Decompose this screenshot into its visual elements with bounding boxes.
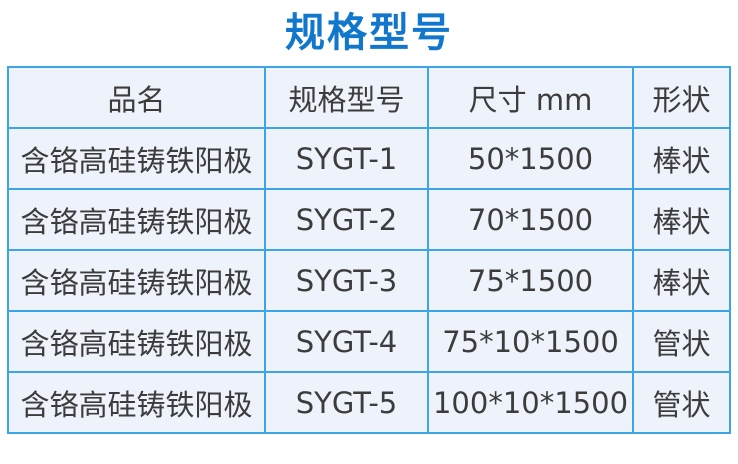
- table-row: 含铬高硅铸铁阳极 SYGT-2 70*1500 棒状: [7, 188, 731, 251]
- table-cell: SYGT-4: [264, 310, 429, 373]
- column-header-size-mm: 尺寸 mm: [427, 66, 634, 129]
- table-cell: 含铬高硅铸铁阳极: [7, 371, 266, 434]
- table-row: 含铬高硅铸铁阳极 SYGT-5 100*10*1500 管状: [7, 371, 731, 434]
- table-header-row: 品名 规格型号 尺寸 mm 形状: [7, 66, 731, 129]
- table-cell: 管状: [632, 371, 731, 434]
- table-cell: 50*1500: [427, 127, 634, 190]
- table-cell: 棒状: [632, 127, 731, 190]
- table-cell: 含铬高硅铸铁阳极: [7, 127, 266, 190]
- page-title: 规格型号: [285, 10, 453, 56]
- spec-table: 品名 规格型号 尺寸 mm 形状 含铬高硅铸铁阳极 SYGT-1 50*1500 棒状…: [7, 66, 731, 434]
- spec-table-body: 含铬高硅铸铁阳极 SYGT-1 50*1500 棒状 含铬高硅铸铁阳极 SYGT-2 70*…: [7, 127, 731, 434]
- table-cell: 70*1500: [427, 188, 634, 251]
- table-cell: SYGT-5: [264, 371, 429, 434]
- table-cell: 含铬高硅铸铁阳极: [7, 310, 266, 373]
- table-cell: 75*1500: [427, 249, 634, 312]
- table-cell: 含铬高硅铸铁阳极: [7, 188, 266, 251]
- table-cell: SYGT-3: [264, 249, 429, 312]
- table-row: 含铬高硅铸铁阳极 SYGT-1 50*1500 棒状: [7, 127, 731, 190]
- table-cell: 100*10*1500: [427, 371, 634, 434]
- table-cell: 含铬高硅铸铁阳极: [7, 249, 266, 312]
- table-cell: 棒状: [632, 249, 731, 312]
- table-row: 含铬高硅铸铁阳极 SYGT-4 75*10*1500 管状: [7, 310, 731, 373]
- table-cell: 管状: [632, 310, 731, 373]
- table-cell: 75*10*1500: [427, 310, 634, 373]
- column-header-shape: 形状: [632, 66, 731, 129]
- table-cell: SYGT-2: [264, 188, 429, 251]
- column-header-spec-model: 规格型号: [264, 66, 429, 129]
- table-row: 含铬高硅铸铁阳极 SYGT-3 75*1500 棒状: [7, 249, 731, 312]
- column-header-product-name: 品名: [7, 66, 266, 129]
- table-cell: SYGT-1: [264, 127, 429, 190]
- table-cell: 棒状: [632, 188, 731, 251]
